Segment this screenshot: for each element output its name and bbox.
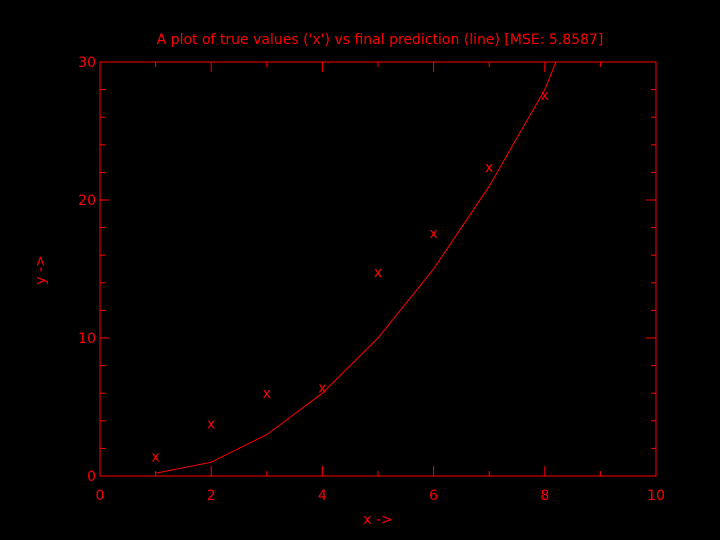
true-value-marker: x [207,417,215,433]
y-axis-label: y -> [33,255,49,285]
x-axis-label: x -> [363,512,393,528]
true-value-marker: x [429,226,437,242]
x-tick-label: 8 [540,488,549,504]
prediction-line [155,61,557,474]
x-axis: 0 2 4 6 8 10 [96,62,665,504]
y-tick-label: 10 [78,331,96,347]
y-axis: 0 10 20 30 [78,55,656,485]
y-tick-label: 0 [87,469,96,485]
x-tick-label: 2 [207,488,216,504]
true-value-marker: x [318,381,326,397]
true-value-marker: x [374,265,382,281]
y-tick-label: 20 [78,193,96,209]
true-value-marker: x [151,450,159,466]
x-tick-label: 4 [318,488,327,504]
x-tick-label: 0 [96,488,105,504]
series-layer: x x x x x x x x [151,61,557,474]
x-tick-label: 10 [647,488,665,504]
true-value-marker: x [263,386,271,402]
x-tick-label: 6 [429,488,438,504]
y-tick-label: 30 [78,55,96,71]
chart-title: A plot of true values ('x') vs final pre… [157,32,604,48]
true-value-marker: x [485,160,493,176]
true-value-marker: x [541,88,549,104]
